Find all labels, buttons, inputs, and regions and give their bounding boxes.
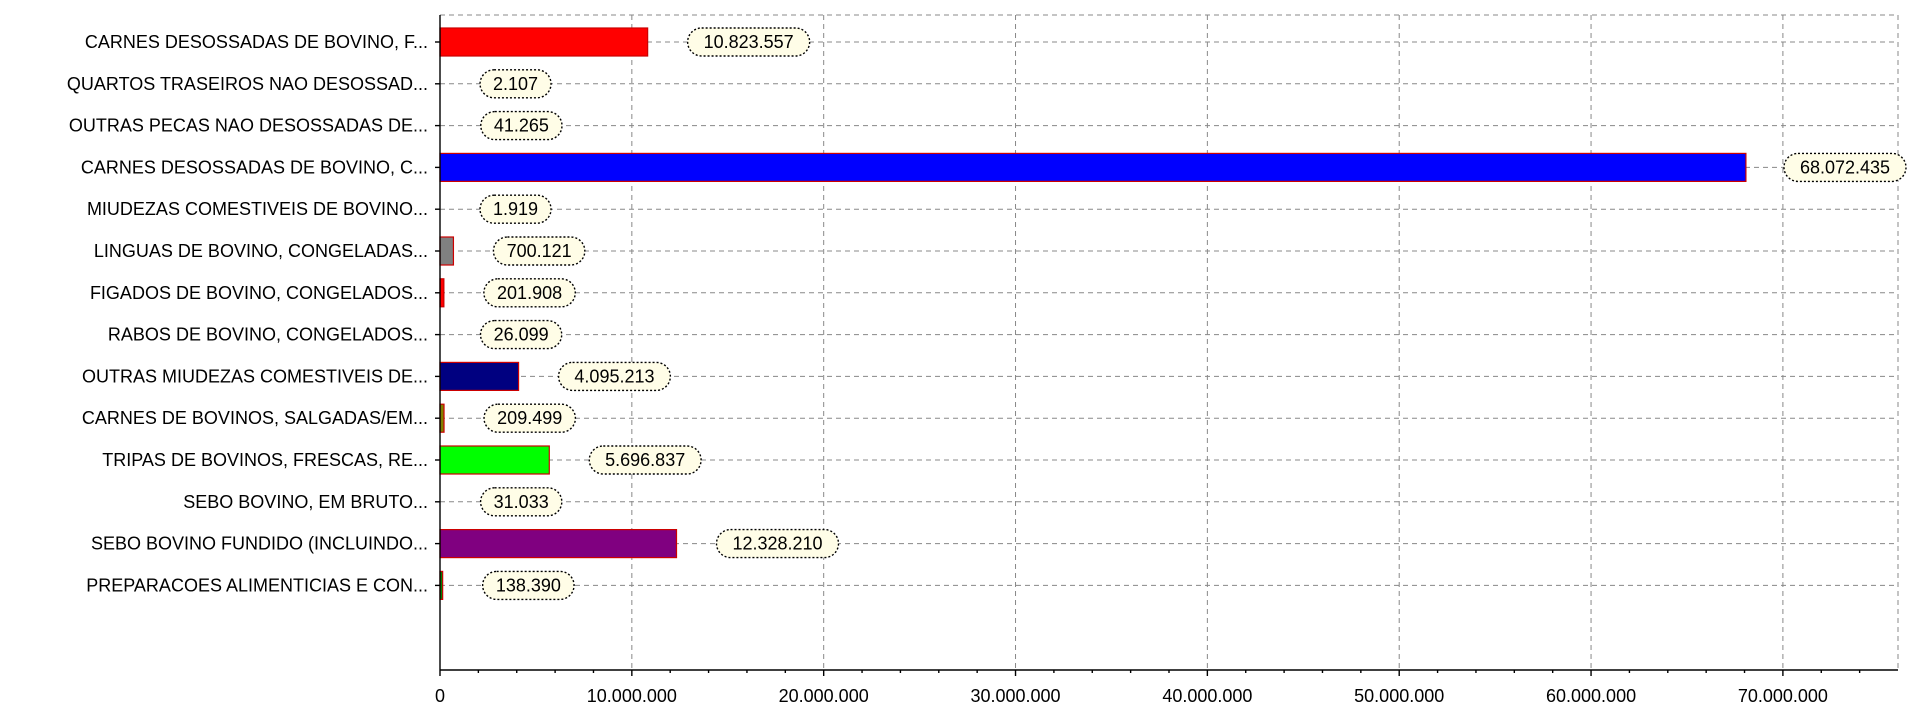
data-label-box (479, 319, 563, 350)
bar (439, 528, 678, 559)
category-label: PREPARACOES ALIMENTICIAS E CON... (86, 575, 428, 595)
data-label-box (588, 445, 702, 475)
data-label: 10.823.557 (704, 32, 794, 52)
x-tick-label: 10.000.000 (587, 686, 677, 706)
data-label-box (479, 194, 552, 224)
data-label: 41.265 (494, 116, 549, 136)
category-label: OUTRAS MIUDEZAS COMESTIVEIS DE... (82, 366, 428, 386)
data-label: 12.328.210 (732, 534, 822, 554)
data-label-box (483, 278, 576, 308)
x-tick-label: 0 (435, 686, 445, 706)
data-label: 68.072.435 (1800, 157, 1890, 177)
category-label: CARNES DESOSSADAS DE BOVINO, C... (81, 157, 428, 177)
data-label: 5.696.837 (605, 450, 685, 470)
category-label: TRIPAS DE BOVINOS, FRESCAS, RE... (102, 450, 428, 470)
category-label: MIUDEZAS COMESTIVEIS DE BOVINO... (87, 199, 428, 219)
data-label: 31.033 (494, 492, 549, 512)
data-label: 1.919 (493, 199, 538, 219)
bars (439, 27, 1747, 601)
data-label-box (686, 27, 811, 57)
data-label-box (1783, 152, 1907, 183)
data-label: 700.121 (507, 241, 572, 261)
data-label-box (557, 361, 672, 392)
data-label-box (483, 403, 577, 433)
x-tick-label: 60.000.000 (1546, 686, 1636, 706)
category-label: FIGADOS DE BOVINO, CONGELADOS... (90, 283, 428, 303)
bar (439, 152, 1747, 182)
category-label: CARNES DE BOVINOS, SALGADAS/EM... (82, 408, 428, 428)
bar (439, 445, 550, 475)
category-label: LINGUAS DE BOVINO, CONGELADAS... (94, 241, 428, 261)
grid-lines (440, 14, 1899, 670)
x-tick-label: 30.000.000 (970, 686, 1060, 706)
category-label: CARNES DESOSSADAS DE BOVINO, F... (85, 32, 428, 52)
category-label: QUARTOS TRASEIROS NAO DESOSSAD... (67, 74, 428, 94)
data-label: 2.107 (493, 74, 538, 94)
category-labels: CARNES DESOSSADAS DE BOVINO, F... QUARTOS… (67, 32, 428, 595)
category-label: RABOS DE BOVINO, CONGELADOS... (108, 325, 428, 345)
category-label: SEBO BOVINO, EM BRUTO... (183, 492, 428, 512)
x-tick-label: 70.000.000 (1738, 686, 1828, 706)
data-label-box (481, 570, 575, 601)
data-label: 201.908 (497, 283, 562, 303)
axes (435, 15, 1898, 676)
data-label: 26.099 (494, 325, 549, 345)
data-label: 209.499 (497, 408, 562, 428)
x-tick-label: 40.000.000 (1162, 686, 1252, 706)
data-labels: 10.823.557 2.107 41.265 68.072.435 1.919 700.… (479, 27, 1907, 601)
data-label-box (492, 236, 586, 266)
data-label-box (479, 487, 563, 517)
category-label: OUTRAS PECAS NAO DESOSSADAS DE... (69, 116, 428, 136)
category-label: SEBO BOVINO FUNDIDO (INCLUINDO... (91, 534, 428, 554)
x-tick-label: 50.000.000 (1354, 686, 1444, 706)
data-label: 4.095.213 (574, 366, 654, 386)
data-label-box (715, 528, 840, 559)
bar (439, 236, 455, 266)
bar (439, 361, 520, 391)
x-tick-labels: 0 10.000.000 20.000.000 30.000.000 40.000.00… (435, 686, 1828, 706)
data-label-box (479, 69, 552, 99)
x-tick-label: 20.000.000 (779, 686, 869, 706)
data-label-box (480, 110, 563, 141)
bar (439, 27, 649, 57)
data-label: 138.390 (496, 575, 561, 595)
